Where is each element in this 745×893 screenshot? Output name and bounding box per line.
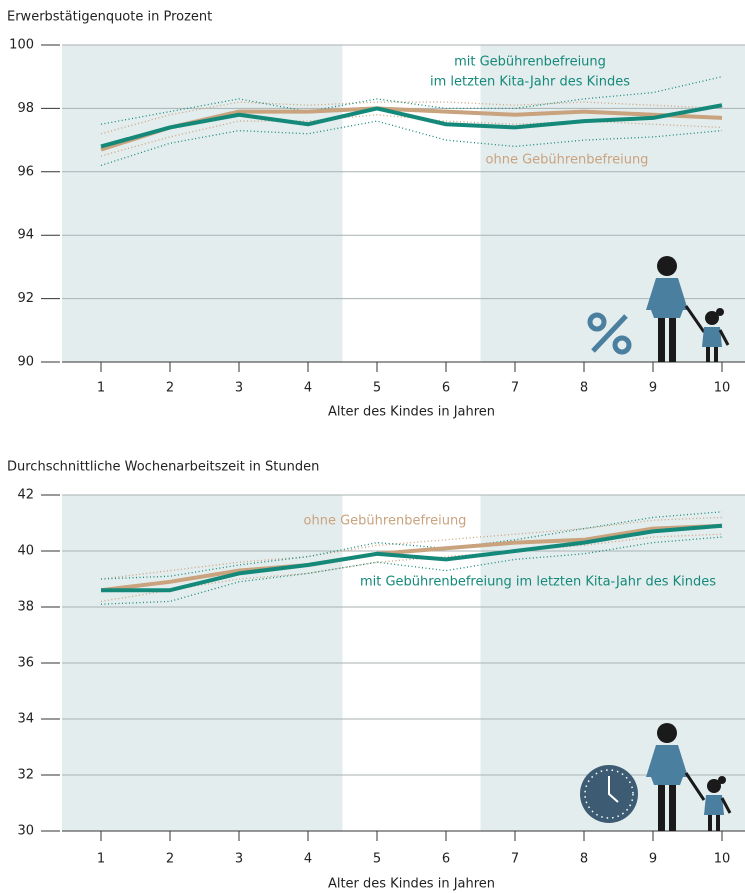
adult-head [657,256,677,276]
y-tick-label: 100 [9,38,34,53]
y-tick-label: 98 [17,101,34,116]
y-tick-label: 38 [17,600,34,615]
x-tick-label: 10 [714,381,731,396]
child-body [702,327,722,347]
x-tick-label: 4 [304,852,312,867]
y-tick-label: 96 [17,164,34,179]
child-body [704,795,724,815]
y-tick-label: 90 [17,355,34,370]
y-tick-label: 40 [17,544,34,559]
x-tick-label: 3 [235,852,243,867]
x-tick-label: 8 [580,852,588,867]
child-leg [706,347,710,362]
x-tick-label: 5 [373,381,381,396]
x-axis-label: Alter des Kindes in Jahren [328,405,495,420]
x-tick-label: 1 [97,381,105,396]
x-tick-label: 5 [373,852,381,867]
x-tick-label: 9 [649,852,657,867]
child-leg [708,815,712,831]
x-tick-label: 1 [97,852,105,867]
adult-leg [658,785,665,831]
highlight-band [343,45,481,362]
series-label: mit Gebührenbefreiung [454,55,606,70]
chart: Erwerbstätigenquote in Prozent9092949698… [0,0,745,893]
x-axis-label: Alter des Kindes in Jahren [328,877,495,892]
x-tick-label: 6 [442,852,450,867]
y-tick-label: 42 [17,488,34,503]
y-tick-label: 94 [17,228,34,243]
series-label: ohne Gebührenbefreiung [486,153,649,168]
chart-title: Durchschnittliche Wochenarbeitszeit in S… [7,460,319,475]
child-hair [718,776,726,784]
y-tick-label: 92 [17,291,34,306]
chart-title: Erwerbstätigenquote in Prozent [7,10,212,25]
y-tick-label: 30 [17,824,34,839]
adult-leg [658,318,665,362]
x-tick-label: 4 [304,381,312,396]
page: Erwerbstätigenquote in Prozent9092949698… [0,0,745,893]
y-tick-label: 34 [17,712,34,727]
adult-leg [669,785,676,831]
x-tick-label: 7 [511,852,519,867]
child-leg [714,347,718,362]
series-label: ohne Gebührenbefreiung [304,514,467,529]
adult-head [657,723,677,743]
series-label: mit Gebührenbefreiung im letzten Kita-Ja… [360,575,716,590]
x-tick-label: 10 [714,852,731,867]
x-tick-label: 8 [580,381,588,396]
x-tick-label: 2 [166,381,174,396]
x-tick-label: 3 [235,381,243,396]
x-tick-label: 6 [442,381,450,396]
x-tick-label: 7 [511,381,519,396]
adult-leg [669,318,676,362]
series-label: im letzten Kita-Jahr des Kindes [430,75,630,90]
y-tick-label: 32 [17,768,34,783]
child-leg [716,815,720,831]
y-tick-label: 36 [17,656,34,671]
x-tick-label: 2 [166,852,174,867]
x-tick-label: 9 [649,381,657,396]
child-hair [716,308,724,316]
